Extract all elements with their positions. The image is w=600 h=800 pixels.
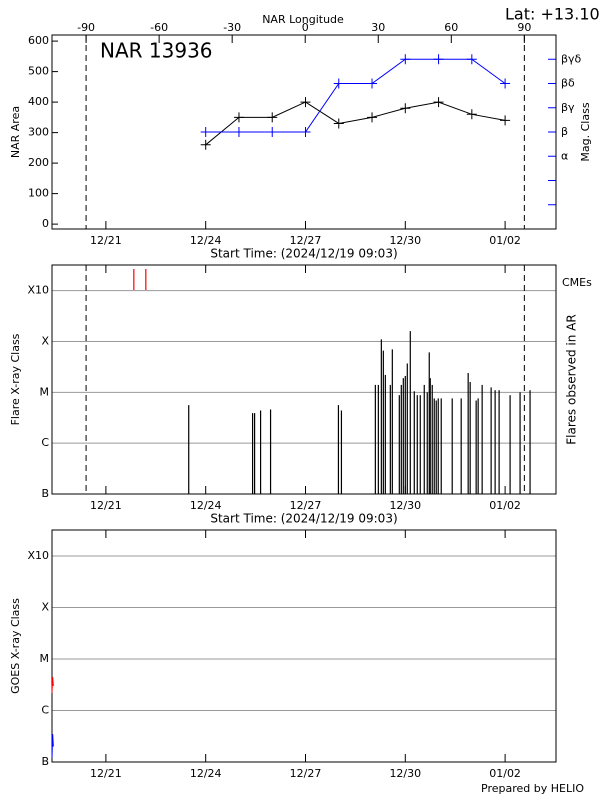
x-tick-label: 01/02 (489, 234, 521, 247)
x2-tick-label: 30 (371, 21, 385, 34)
series-line (51, 733, 54, 758)
y-tick-label: X10 (27, 549, 49, 562)
x-tick-label: 12/27 (290, 767, 322, 780)
y2-tick-label: α (561, 149, 568, 162)
point-marker (267, 112, 278, 123)
y-tick-label: M (40, 385, 50, 398)
point-marker (400, 54, 411, 65)
point-marker (367, 78, 378, 89)
y-tick-label: 600 (28, 34, 49, 47)
y-tick-label: B (41, 487, 49, 500)
point-marker (433, 97, 444, 108)
point-marker (500, 78, 511, 89)
plot-frame (51, 34, 557, 230)
y2-tick-label: βγδ (561, 52, 582, 65)
y-tick-label: X10 (27, 284, 49, 297)
x-tick-label: 12/21 (90, 499, 122, 512)
y2-axis-title: Flares observed in AR (565, 314, 579, 444)
series-line (205, 101, 506, 146)
x-tick-label: 12/27 (290, 499, 322, 512)
point-marker (300, 97, 311, 108)
y-tick-label: 0 (42, 217, 49, 230)
x2-tick-label: -30 (223, 21, 241, 34)
point-marker (233, 112, 244, 123)
point-marker (267, 127, 278, 137)
y-tick-label: M (40, 652, 50, 665)
x-tick-label: 12/24 (190, 767, 222, 780)
x2-axis-title: NAR Longitude (262, 13, 344, 26)
y-tick-label: 200 (28, 156, 49, 169)
x2-tick-label: -90 (77, 21, 95, 34)
point-marker (200, 127, 211, 137)
point-marker (466, 109, 477, 120)
point-marker (433, 54, 444, 65)
x-tick-label: 12/30 (389, 234, 421, 247)
point-marker (200, 139, 211, 150)
y-axis-title: Flare X-ray Class (9, 333, 22, 425)
x-tick-label: 12/24 (190, 234, 222, 247)
point-marker (466, 54, 477, 65)
x-axis-title: Start Time: (2024/12/19 09:03) (210, 512, 397, 526)
y-tick-label: 400 (28, 95, 49, 108)
x-tick-label: 12/27 (290, 234, 322, 247)
x2-tick-label: 60 (444, 21, 458, 34)
series-line (51, 676, 54, 693)
point-marker (400, 103, 411, 114)
y-axis-title: NAR Area (9, 106, 22, 158)
plot-frame (51, 529, 557, 763)
y2-axis-title: Mag. Class (579, 102, 592, 161)
x-tick-label: 01/02 (489, 767, 521, 780)
series-line (205, 58, 506, 133)
y-tick-label: C (41, 704, 49, 717)
x-tick-label: 12/21 (90, 767, 122, 780)
x-axis-title: Start Time: (2024/12/19 09:03) (210, 247, 397, 261)
x-tick-label: 01/02 (489, 499, 521, 512)
point-marker (333, 118, 344, 129)
y-tick-label: 500 (28, 65, 49, 78)
x-tick-label: 12/24 (190, 499, 222, 512)
y-tick-label: 300 (28, 126, 49, 139)
point-marker (367, 112, 378, 123)
x-tick-label: 12/30 (389, 767, 421, 780)
point-marker (233, 127, 244, 137)
y-tick-label: C (41, 436, 49, 449)
y-axis-title: GOES X-ray Class (9, 598, 22, 694)
chart-title: NAR 13936 (100, 39, 213, 63)
x-tick-label: 12/21 (90, 234, 122, 247)
footer: Prepared by HELIO (481, 782, 584, 795)
latitude: Lat: +13.10 (505, 5, 600, 24)
y2-tick-label: β (561, 125, 568, 138)
x-tick-label: 12/30 (389, 499, 421, 512)
x2-tick-label: -60 (150, 21, 168, 34)
y-tick-label: B (41, 755, 49, 768)
point-marker (333, 78, 344, 89)
y2-tick-label: βδ (561, 77, 575, 90)
y-tick-label: X (41, 601, 49, 614)
point-marker (300, 127, 311, 137)
point-marker (500, 115, 511, 126)
plot-frame (51, 264, 557, 495)
y2-tick-label: βγ (561, 101, 575, 114)
y-tick-label: 100 (28, 187, 49, 200)
x2-tick-label: 0 (302, 21, 309, 34)
cme-legend: CMEs (562, 276, 592, 289)
x2-tick-label: 90 (517, 21, 531, 34)
y-tick-label: X (41, 335, 49, 348)
